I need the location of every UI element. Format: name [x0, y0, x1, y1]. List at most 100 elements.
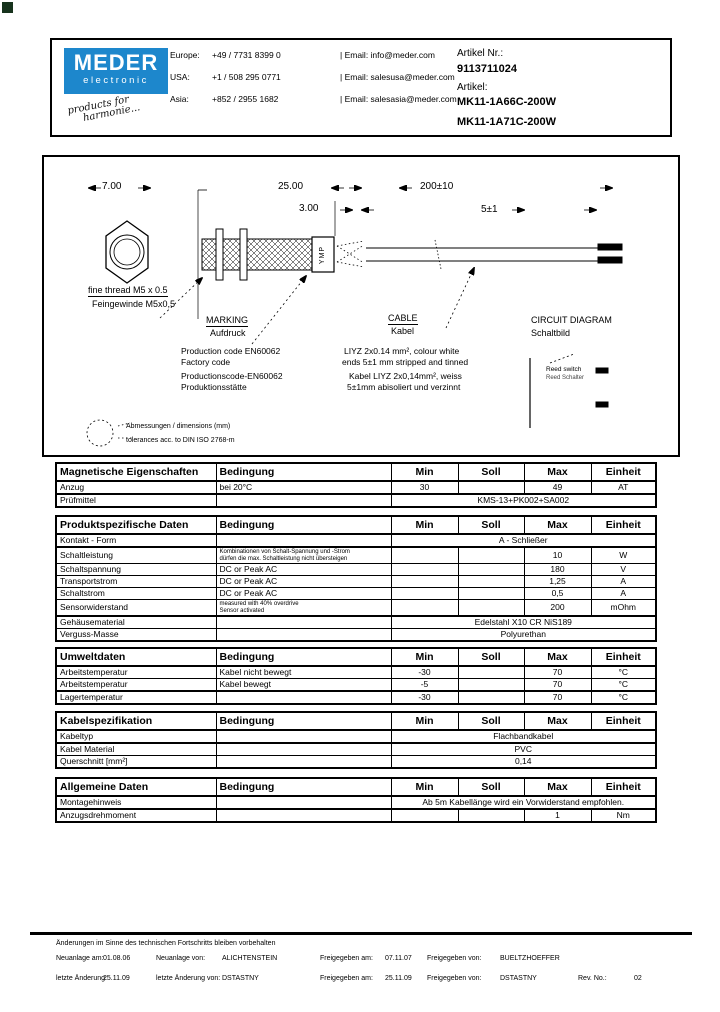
table-title: Kabelspezifikation — [55, 711, 217, 731]
footer-divider — [30, 932, 692, 935]
footer-value: 01.08.06 — [103, 955, 131, 962]
dim-body-length: 25.00 — [278, 181, 304, 192]
cell-soll — [457, 808, 525, 823]
cell-label: Verguss-Masse — [55, 628, 217, 642]
article-label: Artikel: — [457, 82, 488, 93]
table-row: Verguss-Masse Polyurethan — [55, 628, 657, 642]
production-code-line3: Productionscode-EN60062 — [181, 371, 283, 381]
article-number-value: 9113711024 — [457, 63, 517, 75]
cell-bedingung — [215, 533, 392, 548]
cell-max: 70 — [523, 665, 592, 679]
cell-einheit: Nm — [590, 808, 657, 823]
production-code-line4: Produktionsstätte — [181, 382, 247, 392]
cell-bedingung — [215, 729, 392, 744]
marking-label-de: Aufdruck — [210, 328, 246, 338]
footer-label: Freigegeben von: — [427, 955, 482, 962]
cell-bedingung — [215, 755, 392, 769]
condition-line: dürfen die max. Schaltleistung nicht übe… — [219, 555, 348, 562]
footer-label: letzte Änderung von: — [156, 975, 221, 982]
cell-label: Transportstrom — [55, 575, 217, 588]
logo-tagline: products for harmonie... — [67, 93, 141, 126]
cell-label: Prüfmittel — [55, 493, 217, 508]
table-row: Schaltspannung DC or Peak AC 180 V — [55, 563, 657, 576]
cell-max: 180 — [523, 563, 592, 576]
cell-bedingung — [215, 628, 392, 642]
marking-box-text: YMP — [319, 245, 326, 265]
column-header-bedingung: Bedingung — [215, 777, 392, 797]
table-header-row: Allgemeine Daten Bedingung Min Soll Max … — [55, 777, 657, 797]
cell-soll — [457, 563, 525, 576]
cell-min — [390, 599, 459, 617]
column-header-einheit: Einheit — [590, 462, 657, 482]
table-row: Gehäusematerial Edelstahl X10 CR NiS189 — [55, 615, 657, 629]
drawing-canvas — [86, 157, 623, 447]
table-umweltdaten: Umweltdaten Bedingung Min Soll Max Einhe… — [55, 647, 657, 705]
cell-einheit: mOhm — [590, 599, 657, 617]
cell-soll — [457, 690, 525, 705]
table-row: Lagertemperatur -30 70 °C — [55, 690, 657, 705]
cell-span-value: Edelstahl X10 CR NiS189 — [390, 615, 657, 629]
cell-min: 30 — [390, 480, 459, 495]
column-header-max: Max — [523, 647, 592, 667]
column-header-einheit: Einheit — [590, 777, 657, 797]
header: MEDER electronic products for harmonie..… — [50, 38, 672, 137]
circuit-label-en: CIRCUIT DIAGRAM — [531, 315, 612, 325]
cell-min: -5 — [390, 678, 459, 692]
footer-rev-label: Rev. No.: — [578, 975, 607, 982]
dimensions-note: Abmessungen / dimensions (mm) — [126, 423, 231, 430]
cell-bedingung: Kombinationen von Schalt-Spannung und -S… — [215, 546, 392, 564]
contact-region: USA: — [170, 72, 190, 82]
column-header-soll: Soll — [457, 777, 525, 797]
cell-max: 200 — [523, 599, 592, 617]
footer-value: ALICHTENSTEIN — [222, 955, 278, 962]
production-code-line2: Factory code — [181, 357, 231, 367]
table-title: Allgemeine Daten — [55, 777, 217, 797]
cell-label: Gehäusematerial — [55, 615, 217, 629]
footer-label: Neuanlage von: — [156, 955, 206, 962]
logo-sub: electronic — [83, 75, 149, 86]
cell-max: 1,25 — [523, 575, 592, 588]
table-header-row: Umweltdaten Bedingung Min Soll Max Einhe… — [55, 647, 657, 667]
cell-min: -30 — [390, 690, 459, 705]
dim-cable-length: 200±10 — [420, 181, 454, 192]
cell-bedingung — [215, 795, 392, 810]
cell-einheit: A — [590, 575, 657, 588]
cell-min — [390, 808, 459, 823]
condition-line: Sensor activated — [219, 607, 265, 614]
contact-phone: +1 / 508 295 0771 — [212, 72, 281, 82]
cell-einheit: A — [590, 587, 657, 600]
technical-drawing: 7.00 25.00 200±10 3.00 5±1 YMP fine thre… — [42, 155, 680, 457]
table-row: Prüfmittel KMS-13+PK002+SA002 — [55, 493, 657, 508]
table-row: Sensorwiderstand measured with 40% overd… — [55, 599, 657, 617]
article-name-1: MK11-1A66C-200W — [457, 96, 557, 108]
contact-email: | Email: salesasia@meder.com — [340, 94, 457, 104]
table-produktspezifische-daten: Produktspezifische Daten Bedingung Min S… — [55, 515, 657, 642]
contact-region: Europe: — [170, 50, 200, 60]
cell-label: Anzugsdrehmoment — [55, 808, 217, 823]
cell-label: Lagertemperatur — [55, 690, 217, 705]
column-header-soll: Soll — [457, 462, 525, 482]
table-row: Schaltstrom DC or Peak AC 0,5 A — [55, 587, 657, 600]
column-header-max: Max — [523, 777, 592, 797]
cell-span-value: Flachbandkabel — [390, 729, 657, 744]
contact-email: | Email: salesusa@meder.com — [340, 72, 455, 82]
cell-einheit: °C — [590, 690, 657, 705]
column-header-einheit: Einheit — [590, 515, 657, 535]
table-row: Transportstrom DC or Peak AC 1,25 A — [55, 575, 657, 588]
cell-label: Schaltstrom — [55, 587, 217, 600]
table-header-row: Produktspezifische Daten Bedingung Min S… — [55, 515, 657, 535]
cell-soll — [457, 587, 525, 600]
column-header-min: Min — [390, 711, 459, 731]
thread-label-de: Feingewinde M5x0,5 — [92, 299, 176, 309]
column-header-max: Max — [523, 515, 592, 535]
circuit-label-de: Schaltbild — [531, 328, 571, 338]
cell-min — [390, 587, 459, 600]
footer-rev-value: 02 — [634, 975, 642, 982]
marking-label-en: MARKING — [206, 315, 249, 327]
dim-marking: 3.00 — [299, 203, 319, 214]
table-row: Kabeltyp Flachbandkabel — [55, 729, 657, 744]
table-title: Produktspezifische Daten — [55, 515, 217, 535]
condition-line: measured with 40% overdrive — [219, 601, 299, 607]
column-header-min: Min — [390, 647, 459, 667]
dim-strip: 5±1 — [481, 204, 498, 215]
